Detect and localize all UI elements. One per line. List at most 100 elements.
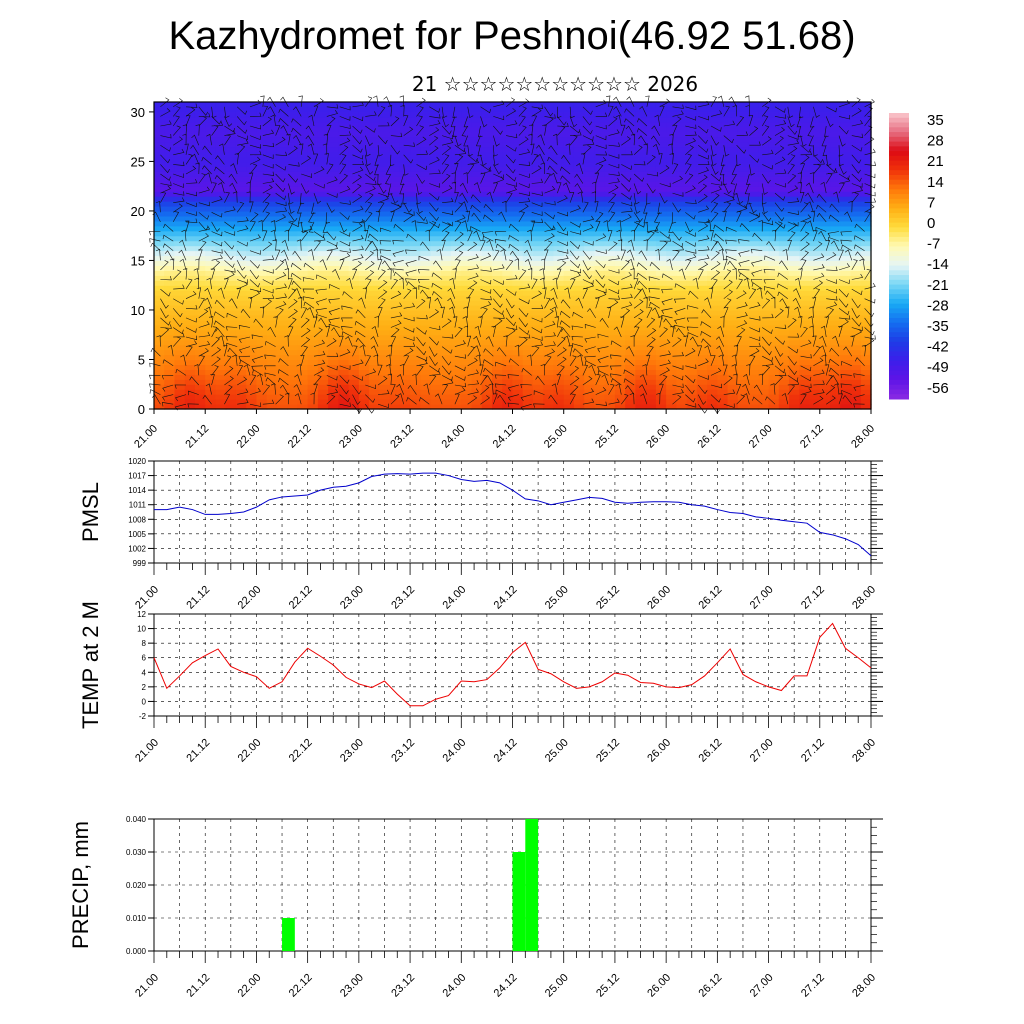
heatmap-cell	[348, 235, 360, 242]
heatmap-cell	[297, 404, 309, 410]
heatmap-cell	[789, 161, 800, 167]
heatmap-cell	[266, 384, 278, 390]
heatmap-cell	[399, 245, 411, 252]
heatmap-cell	[276, 156, 288, 163]
heatmap-cell	[860, 156, 872, 163]
wind-barb	[354, 330, 366, 338]
heatmap-cell	[154, 116, 165, 123]
wind-barb	[198, 113, 211, 118]
heatmap-cell	[748, 260, 759, 266]
heatmap-cell	[205, 156, 217, 163]
heatmap-cell	[307, 285, 319, 291]
heatmap-cell	[266, 324, 278, 331]
heatmap-cell	[164, 260, 176, 266]
heatmap-cell	[348, 300, 360, 306]
heatmap-cell	[430, 255, 442, 262]
heatmap-cell	[543, 285, 555, 291]
heatmap-cell	[410, 215, 421, 222]
heatmap-cell	[266, 339, 278, 346]
heatmap-cell	[799, 181, 811, 187]
heatmap-cell	[481, 181, 493, 187]
heatmap-cell	[307, 394, 319, 400]
heatmap-cell	[727, 275, 739, 281]
heatmap-cell	[625, 319, 637, 326]
heatmap-cell	[737, 156, 749, 163]
heatmap-cell	[614, 225, 626, 232]
heatmap-cell	[389, 329, 401, 336]
heatmap-cell	[154, 404, 165, 410]
heatmap-cell	[666, 220, 677, 227]
heatmap-cell	[594, 339, 606, 346]
heatmap-cell	[451, 156, 462, 163]
heatmap-cell	[184, 181, 196, 187]
heatmap-cell	[440, 369, 452, 375]
heatmap-cell	[819, 250, 831, 257]
heatmap-cell	[451, 111, 462, 118]
heatmap-cell	[676, 171, 688, 177]
heatmap-cell	[246, 374, 258, 380]
heatmap-cell	[655, 116, 667, 123]
heatmap-cell	[399, 230, 411, 237]
heatmap-cell	[256, 176, 268, 182]
heatmap-cell	[471, 339, 483, 346]
heatmap-cell	[768, 215, 780, 222]
heatmap-cell	[154, 121, 165, 128]
heatmap-cell	[246, 339, 258, 346]
heatmap-cell	[215, 305, 227, 311]
wind-barb	[185, 191, 198, 197]
heatmap-cell	[369, 166, 380, 172]
wind-barb	[365, 270, 375, 280]
wind-barb	[412, 373, 417, 386]
heatmap-cell	[492, 136, 503, 143]
heatmap-cell	[276, 220, 288, 227]
heatmap-cell	[430, 290, 442, 296]
heatmap-cell	[737, 106, 749, 113]
heatmap-cell	[696, 205, 708, 212]
heatmap-cell	[563, 354, 575, 361]
heatmap-cell	[696, 235, 708, 242]
heatmap-cell	[799, 285, 811, 291]
heatmap-cell	[410, 349, 421, 356]
heatmap-cell	[532, 324, 544, 331]
heatmap-cell	[645, 220, 657, 227]
heatmap-cell	[246, 250, 258, 257]
heatmap-cell	[225, 220, 237, 227]
heatmap-cell	[174, 319, 186, 326]
heatmap-cell	[164, 399, 176, 405]
wind-barb	[211, 347, 222, 357]
heatmap-cell	[184, 121, 196, 128]
heatmap-cell	[389, 369, 401, 375]
wind-barb	[390, 383, 396, 395]
heatmap-cell	[420, 265, 432, 271]
heatmap-cell	[184, 225, 196, 232]
heatmap-cell	[573, 186, 585, 192]
heatmap-cell	[338, 171, 350, 177]
heatmap-cell	[205, 354, 217, 361]
heatmap-cell	[205, 369, 217, 375]
heatmap-cell	[819, 374, 831, 380]
wind-barb	[285, 392, 290, 405]
wind-barb	[190, 144, 200, 155]
heatmap-cell	[338, 354, 350, 361]
heatmap-cell	[287, 379, 298, 385]
heatmap-cell	[328, 181, 339, 187]
heatmap-cell	[410, 136, 421, 143]
heatmap-cell	[369, 230, 380, 237]
heatmap-cell	[430, 394, 442, 400]
heatmap-cell	[461, 102, 473, 108]
heatmap-cell	[276, 324, 288, 331]
heatmap-cell	[727, 106, 739, 113]
heatmap-cell	[276, 334, 288, 341]
heatmap-cell	[707, 354, 718, 361]
wind-barb	[224, 206, 236, 213]
heatmap-cell	[358, 394, 370, 400]
heatmap-cell	[399, 121, 411, 128]
wind-barb	[249, 250, 261, 255]
heatmap-cell	[225, 334, 237, 341]
heatmap-cell	[399, 255, 411, 262]
heatmap-cell	[666, 309, 677, 316]
heatmap-cell	[553, 295, 565, 301]
heatmap-cell	[850, 102, 862, 108]
wind-barb	[156, 335, 161, 347]
